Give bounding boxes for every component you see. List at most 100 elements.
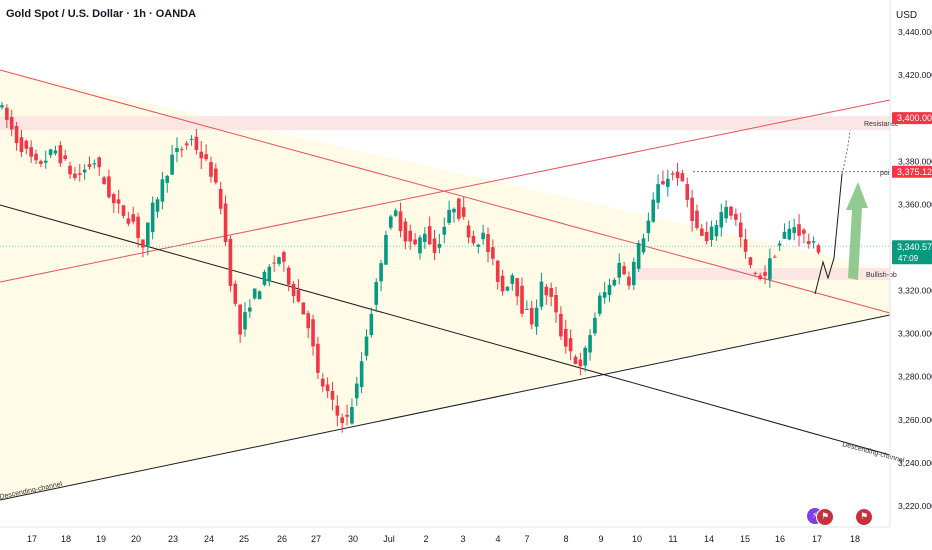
candle-body (19, 137, 24, 152)
price-axis[interactable]: 3,220.000 3,240.000 3,260.000 3,280.000 3,30… (898, 27, 932, 511)
candle-body (806, 241, 811, 245)
candle-body (160, 179, 165, 202)
candle-body (53, 150, 58, 154)
candle-body (452, 208, 456, 213)
x-tick-label: 4 (495, 534, 500, 544)
candle-body (772, 256, 777, 258)
candle-body (311, 319, 315, 347)
candle-body (632, 261, 636, 286)
candle-body (320, 378, 325, 387)
candle-body (141, 239, 145, 248)
candle-body (29, 147, 33, 157)
candle-body (549, 287, 553, 297)
x-tick-label: 17 (812, 534, 822, 544)
candle-body (248, 307, 252, 312)
candle-body (194, 136, 199, 150)
candle-body (150, 202, 155, 233)
candle-body (350, 407, 354, 424)
candle-body (111, 194, 116, 204)
x-tick-label: 2 (423, 534, 428, 544)
candle-body (403, 221, 408, 242)
candle-body (325, 384, 330, 392)
candle-body (529, 307, 534, 325)
time-axis[interactable]: 17 18 19 20 23 24 25 26 27 30 Jul 2 3 4 7 8 9 10 11 14 15 16 1… (27, 534, 860, 544)
candle-body (447, 209, 451, 223)
candle-body (738, 222, 743, 238)
candle-body (505, 286, 510, 291)
candle-body (491, 247, 495, 259)
candle-body (359, 361, 364, 388)
candle-body (442, 226, 447, 235)
x-tick-label: 24 (204, 534, 214, 544)
candle-body (9, 117, 14, 130)
candle-body (602, 292, 607, 298)
candle-body (427, 226, 432, 245)
candle-body (758, 275, 762, 280)
candle-body (597, 295, 602, 314)
resistance-label: Resistance (864, 121, 899, 128)
x-tick-label: 30 (348, 534, 358, 544)
candle-body (573, 356, 578, 365)
candle-body (252, 288, 257, 299)
candle-body (218, 188, 223, 209)
candle-body (204, 154, 208, 160)
candle-body (68, 165, 72, 175)
candle-body (238, 304, 242, 335)
candle-body (704, 231, 709, 242)
x-tick-label: 18 (61, 534, 71, 544)
x-tick-label: 8 (563, 534, 568, 544)
x-tick-label: 25 (239, 534, 249, 544)
candle-body (461, 207, 466, 217)
x-tick-label: 9 (598, 534, 603, 544)
candle-body (48, 149, 53, 156)
candle-body (43, 160, 48, 163)
candle-body (510, 275, 515, 284)
candle-body (539, 281, 544, 307)
x-tick-label: 27 (311, 534, 321, 544)
resistance-price-tag (892, 112, 932, 125)
currency-selector[interactable]: USD (896, 10, 918, 21)
candle-body (777, 243, 782, 246)
poi-label: poi (880, 170, 890, 177)
candle-body (627, 276, 631, 286)
candle-body (486, 234, 490, 253)
candle-body (544, 286, 549, 296)
candle-body (374, 282, 379, 305)
candle-body (700, 228, 704, 236)
candle-body (335, 405, 340, 416)
candle-body (481, 232, 485, 240)
x-tick-label: 15 (740, 534, 750, 544)
candle-body (695, 210, 699, 228)
candle-body (136, 216, 140, 238)
candle-body (131, 214, 136, 222)
black-ascending-trendline[interactable] (0, 314, 891, 501)
candle-body (170, 154, 174, 175)
candle-body (680, 173, 685, 182)
candle-body (39, 161, 43, 164)
candle-body (607, 284, 612, 296)
current-price-text: 3,340.570 (897, 242, 932, 252)
resistance-zone (0, 116, 890, 131)
black-descending-trendline[interactable] (0, 204, 891, 456)
candle-body (34, 153, 38, 161)
candle-body (286, 267, 291, 285)
candle-body (282, 252, 286, 262)
red-ascending-trendline[interactable] (0, 99, 891, 283)
candle-body (714, 224, 719, 237)
candle-body (92, 163, 97, 165)
candle-body (675, 171, 680, 179)
candle-body (155, 199, 160, 212)
candle-body (670, 173, 675, 175)
candle-body (316, 343, 320, 373)
candle-body (743, 239, 748, 252)
candles (0, 102, 821, 433)
candle-body (753, 272, 758, 274)
candle-body (379, 263, 383, 282)
candle-body (267, 266, 272, 282)
candle-body (724, 206, 728, 219)
candle-body (709, 226, 714, 240)
us-flag-icon[interactable]: ⚑ (855, 508, 873, 526)
poi-price-tag (892, 165, 932, 178)
us-flag-icon[interactable]: ⚑ (816, 508, 834, 526)
